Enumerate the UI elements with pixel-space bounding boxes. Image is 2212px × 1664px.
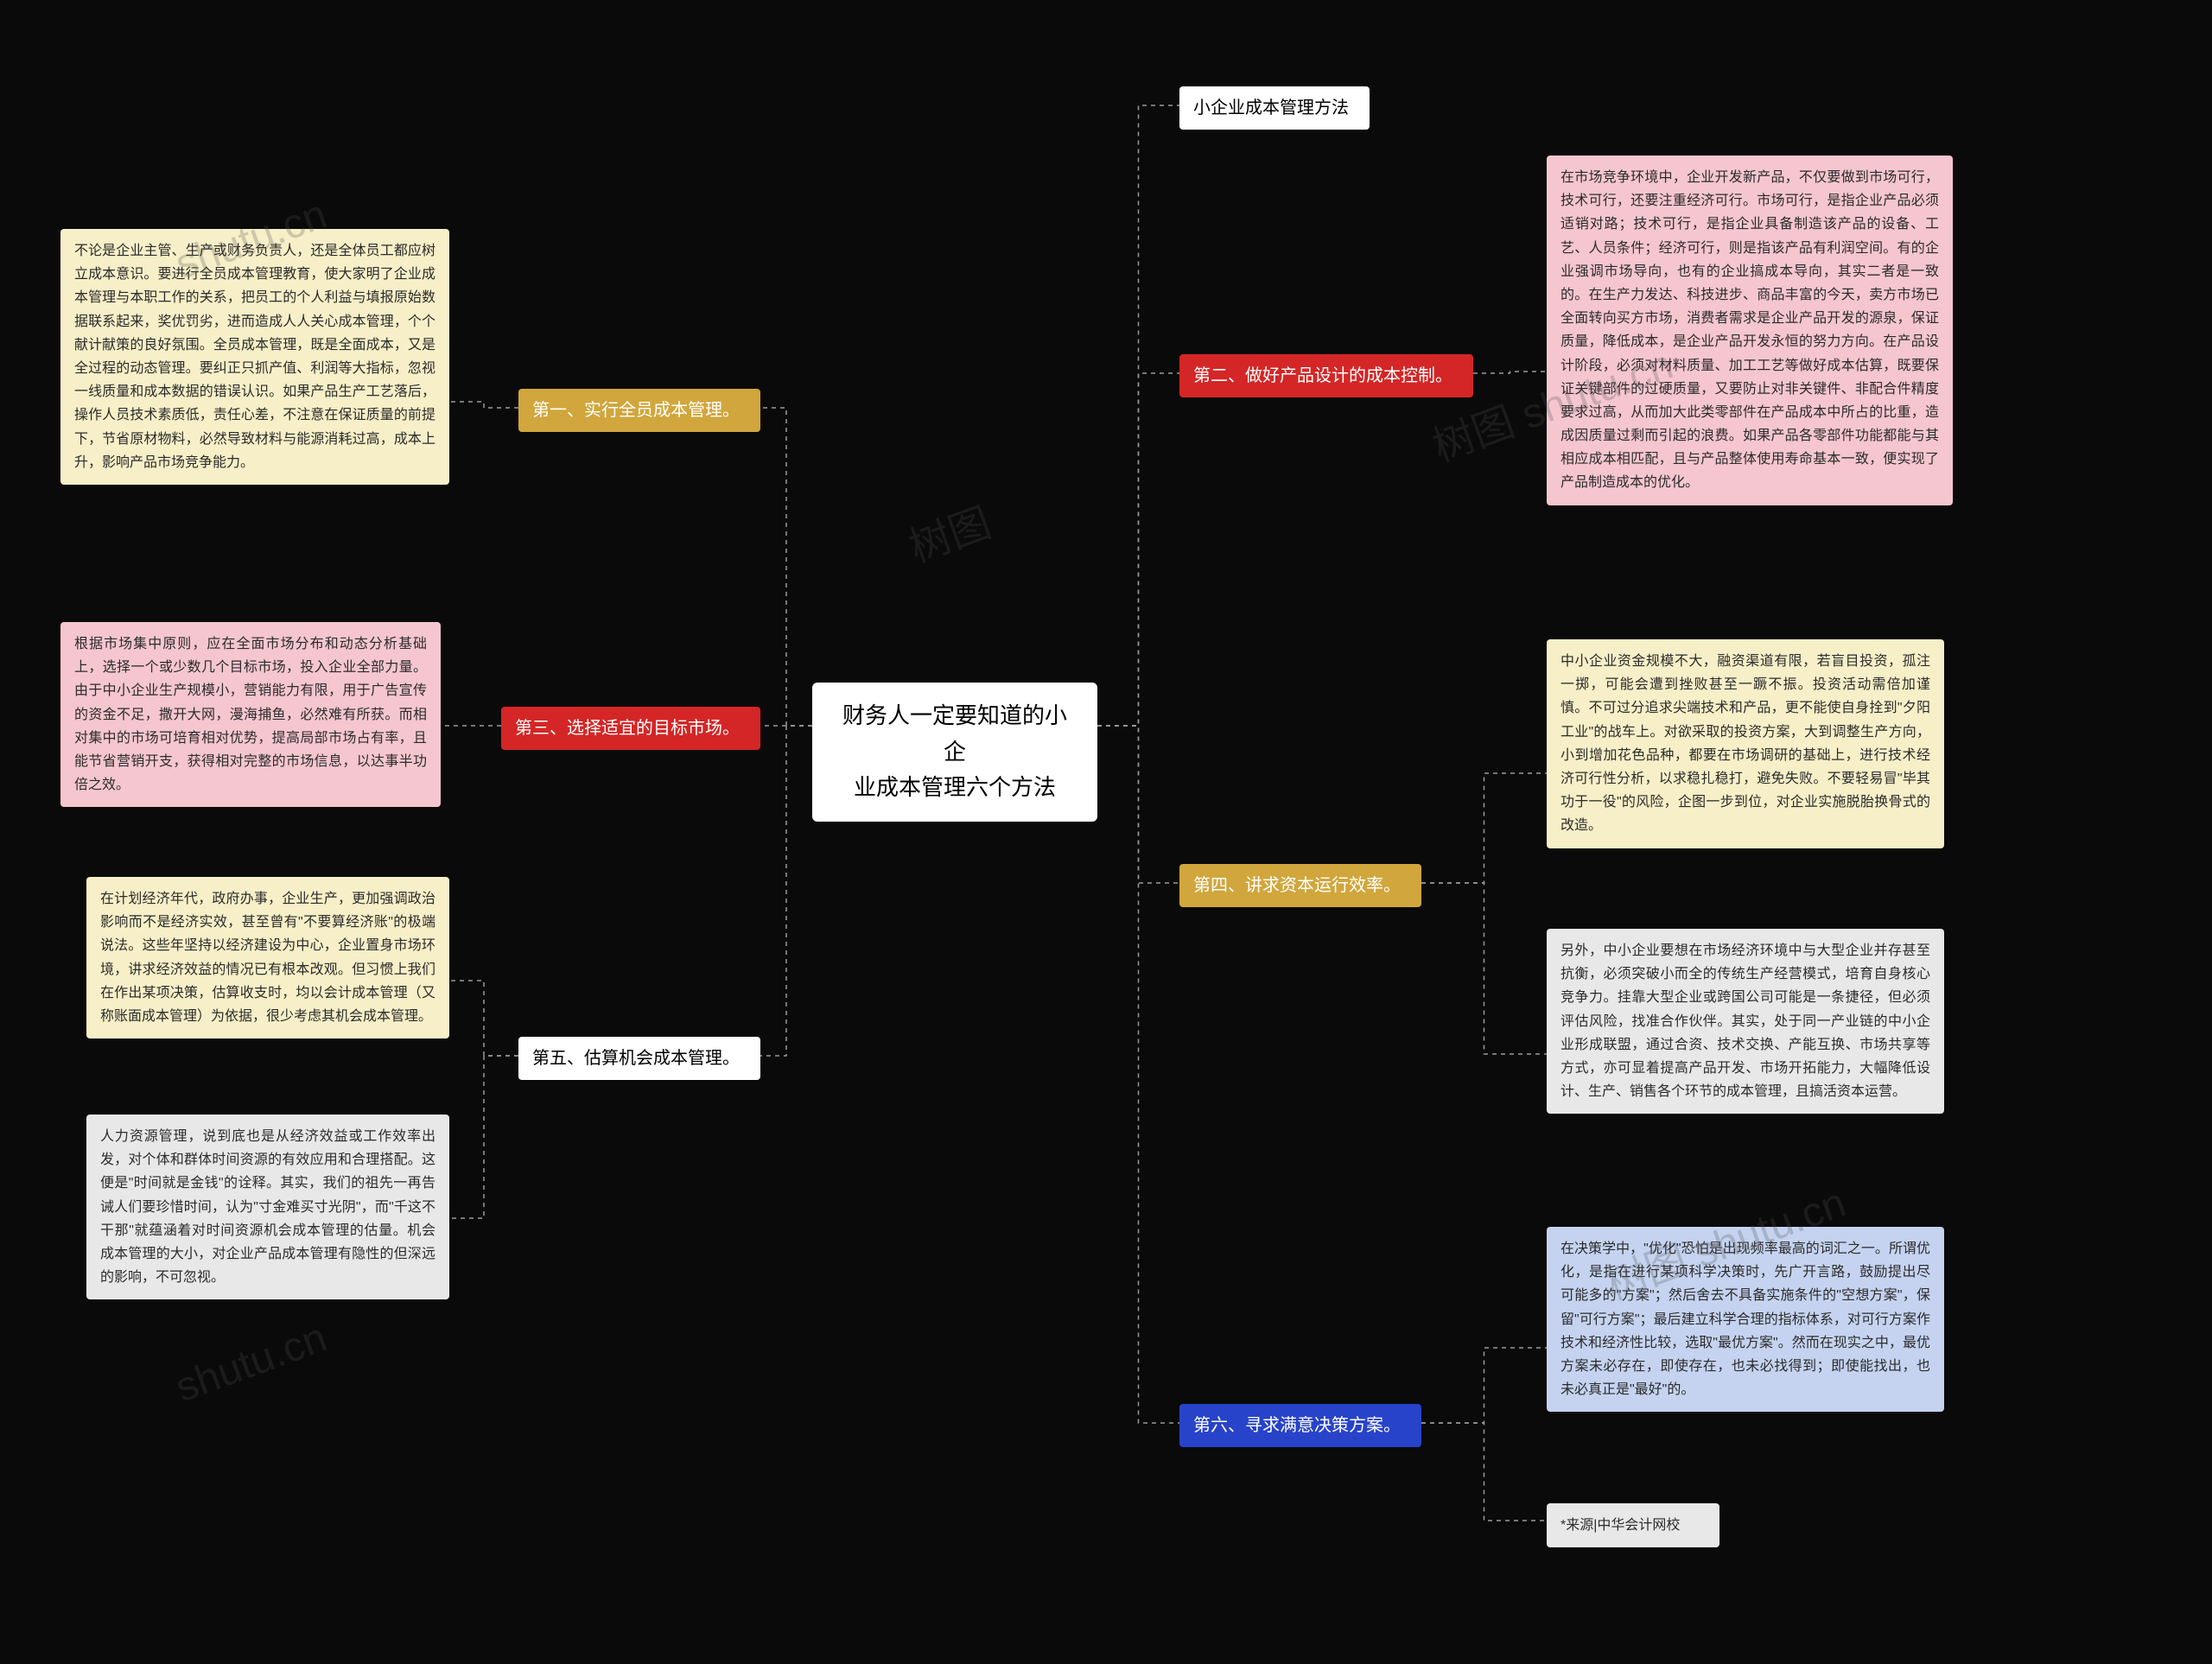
detail-b5-1: 人力资源管理，说到底也是从经济效益或工作效率出发，对个体和群体时间资源的有效应用…	[86, 1115, 449, 1299]
branch-b3: 第三、选择适宜的目标市场。	[501, 707, 760, 750]
detail-b5-0: 在计划经济年代，政府办事，企业生产，更加强调政治影响而不是经济实效，甚至曾有"不…	[86, 877, 449, 1038]
watermark: shutu.cn	[169, 1314, 333, 1413]
branch-b1: 第一、实行全员成本管理。	[518, 389, 760, 432]
center-node: 财务人一定要知道的小企 业成本管理六个方法	[812, 683, 1097, 822]
branch-b0: 小企业成本管理方法	[1179, 86, 1370, 130]
detail-b3-0: 根据市场集中原则，应在全面市场分布和动态分析基础上，选择一个或少数几个目标市场，…	[60, 622, 441, 807]
detail-b6-1: *来源|中华会计网校	[1547, 1503, 1719, 1547]
detail-b1-0: 不论是企业主管、生产或财务负责人，还是全体员工都应树立成本意识。要进行全员成本管…	[60, 229, 449, 485]
detail-b4-1: 另外，中小企业要想在市场经济环境中与大型企业并存甚至抗衡，必须突破小而全的传统生…	[1547, 929, 1944, 1114]
branch-b6: 第六、寻求满意决策方案。	[1179, 1404, 1421, 1447]
branch-b2: 第二、做好产品设计的成本控制。	[1179, 354, 1473, 397]
detail-b2-0: 在市场竞争环境中，企业开发新产品，不仅要做到市场可行，技术可行，还要注重经济可行…	[1547, 156, 1953, 505]
watermark: 树图	[899, 489, 998, 575]
detail-b6-0: 在决策学中，"优化"恐怕是出现频率最高的词汇之一。所谓优化，是指在进行某项科学决…	[1547, 1227, 1944, 1412]
detail-b4-0: 中小企业资金规模不大，融资渠道有限，若盲目投资，孤注一掷，可能会遭到挫败甚至一蹶…	[1547, 639, 1944, 848]
branch-b4: 第四、讲求资本运行效率。	[1179, 864, 1421, 907]
branch-b5: 第五、估算机会成本管理。	[518, 1037, 760, 1080]
